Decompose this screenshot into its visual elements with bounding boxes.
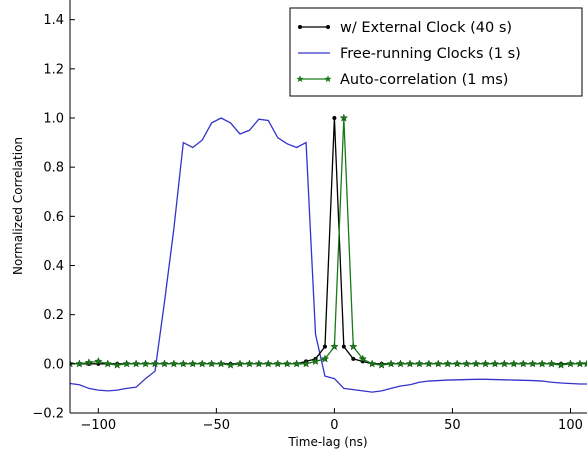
y-tick-label: 1.0 [43, 112, 64, 127]
data-point [141, 359, 150, 368]
data-point [358, 354, 368, 363]
x-tick-label: −100 [80, 418, 116, 433]
legend-entry: w/ External Clock (40 s) [298, 20, 512, 36]
data-point [330, 342, 339, 351]
x-axis-label: Time-lag (ns) [287, 435, 367, 449]
ticks-layer: −100 −50 0 50 100 −0.2 0.0 0.2 0.4 0.6 0.8 1.0 1.2 1.… [32, 13, 582, 433]
data-point [490, 359, 500, 368]
data-point [311, 356, 320, 366]
data-point [500, 359, 509, 368]
data-point [322, 344, 327, 349]
data-point [348, 342, 358, 351]
data-point [481, 359, 490, 368]
data-point [235, 359, 245, 368]
data-point [332, 116, 337, 120]
data-point [254, 359, 264, 368]
data-point [112, 360, 122, 369]
x-tick-label: 50 [444, 418, 461, 433]
series-auto-correlation-1-ms [70, 113, 587, 369]
data-point [339, 113, 349, 122]
legend-label: w/ External Clock (40 s) [340, 20, 512, 36]
data-point [160, 359, 169, 368]
data-point [556, 360, 566, 369]
y-axis-label: Normalized Correlation [11, 137, 25, 275]
data-point [386, 359, 396, 368]
data-point [282, 359, 292, 368]
data-point [188, 359, 198, 368]
y-tick-label: 1.2 [43, 62, 64, 77]
data-point [75, 359, 84, 368]
data-point [341, 344, 346, 349]
series-layer [70, 113, 587, 393]
legend-entry: Auto-correlation (1 ms) [296, 72, 508, 88]
data-point [433, 359, 443, 368]
data-point [84, 358, 94, 367]
data-point [245, 359, 254, 368]
x-tick-label: 0 [330, 418, 338, 433]
y-tick-label: 0.6 [43, 210, 64, 225]
legend-marker [326, 25, 330, 29]
data-point [462, 359, 471, 368]
data-point [518, 359, 528, 368]
legend-entry: Free-running Clocks (1 s) [298, 46, 521, 62]
data-point [377, 360, 386, 369]
data-point [582, 359, 587, 368]
data-point [509, 359, 519, 368]
data-point [351, 356, 356, 361]
data-point [301, 359, 311, 368]
data-point [575, 359, 585, 368]
series-line [70, 117, 587, 393]
data-point [103, 359, 113, 368]
data-point [452, 359, 462, 368]
data-point [169, 359, 179, 368]
legend: w/ External Clock (40 s) Free-running Clo… [289, 7, 583, 97]
data-point [94, 356, 103, 366]
data-point [264, 359, 273, 368]
series-free-running-clocks-1-s [70, 117, 587, 393]
data-point [131, 359, 141, 368]
data-point [443, 359, 453, 368]
data-point [292, 359, 301, 368]
data-point [367, 359, 377, 368]
data-point [396, 359, 405, 368]
data-point [528, 359, 537, 368]
legend-box [289, 7, 583, 97]
data-point [150, 359, 160, 368]
data-point [320, 354, 330, 363]
y-tick-label: −0.2 [32, 407, 64, 422]
legend-marker [324, 75, 332, 83]
data-point [197, 359, 207, 368]
legend-label: Free-running Clocks (1 s) [340, 46, 521, 62]
data-point [566, 359, 575, 368]
data-point [226, 360, 235, 369]
y-tick-label: 0.4 [43, 259, 64, 274]
x-tick-label: 100 [558, 418, 583, 433]
data-point [207, 359, 216, 368]
data-point [122, 359, 131, 368]
data-point [179, 359, 188, 368]
data-point [424, 359, 434, 368]
data-point [547, 359, 556, 368]
data-point [405, 359, 415, 368]
y-tick-label: 0.2 [43, 308, 64, 323]
data-point [471, 359, 481, 368]
legend-label: Auto-correlation (1 ms) [340, 72, 508, 88]
data-point [415, 359, 424, 368]
data-point [273, 359, 283, 368]
data-point [537, 359, 547, 368]
legend-marker [298, 25, 302, 29]
y-tick-label: 1.4 [43, 13, 64, 28]
y-tick-label: 0.0 [43, 357, 64, 372]
data-point [216, 359, 226, 368]
legend-marker [296, 75, 304, 83]
x-tick-label: −50 [203, 418, 230, 433]
y-tick-label: 0.8 [43, 161, 64, 176]
